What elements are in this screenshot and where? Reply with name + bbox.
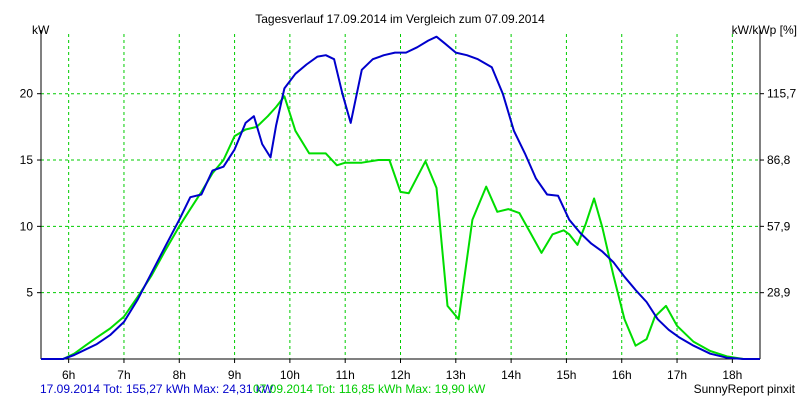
x-tick-label-15: 15h	[556, 368, 576, 382]
x-tick-label-12: 12h	[390, 368, 410, 382]
y-tick-label-left-5: 5	[26, 286, 33, 300]
legend-series-2: 07.09.2014 Tot: 116,85 kWh Max: 19,90 kW	[253, 382, 486, 396]
x-tick-label-7: 7h	[117, 368, 130, 382]
x-tick-label-18: 18h	[722, 368, 742, 382]
y-tick-label-left-15: 15	[20, 153, 34, 167]
series-line-17-09-2014	[41, 35, 760, 360]
x-tick-label-8: 8h	[173, 368, 186, 382]
x-tick-label-16: 16h	[612, 368, 632, 382]
credit-label: SunnyReport pinxit	[694, 382, 796, 396]
y-tick-label-right-10: 57,9	[767, 219, 791, 233]
x-tick-label-13: 13h	[446, 368, 466, 382]
y-axis-ticks: 5 28,9 10 57,9 15 86,8 20 115,7	[20, 87, 797, 300]
x-tick-label-11: 11h	[336, 368, 355, 382]
x-tick-label-14: 14h	[501, 368, 521, 382]
x-tick-label-10: 10h	[280, 368, 300, 382]
y-tick-label-left-20: 20	[20, 87, 34, 101]
legend-series-1: 17.09.2014 Tot: 155,27 kWh Max: 24,31 kW	[40, 382, 274, 396]
x-tick-label-6: 6h	[62, 368, 75, 382]
y-tick-label-left-10: 10	[20, 219, 34, 233]
y-tick-label-right-15: 86,8	[767, 153, 791, 167]
x-tick-label-17: 17h	[667, 368, 687, 382]
chart-title: Tagesverlauf 17.09.2014 im Vergleich zum…	[255, 12, 545, 26]
series-lines	[41, 35, 760, 360]
y-axis-right-unit: kW/kWp [%]	[732, 23, 797, 37]
y-tick-label-right-5: 28,9	[767, 286, 791, 300]
x-axis-ticks: 6h 7h 8h 9h 10h 11h 12h 13h 14h 15h 16h 17h 18h	[62, 359, 742, 382]
series-line-07-09-2014	[41, 95, 760, 360]
y-tick-label-right-20: 115,7	[767, 87, 796, 101]
x-tick-label-9: 9h	[228, 368, 241, 382]
